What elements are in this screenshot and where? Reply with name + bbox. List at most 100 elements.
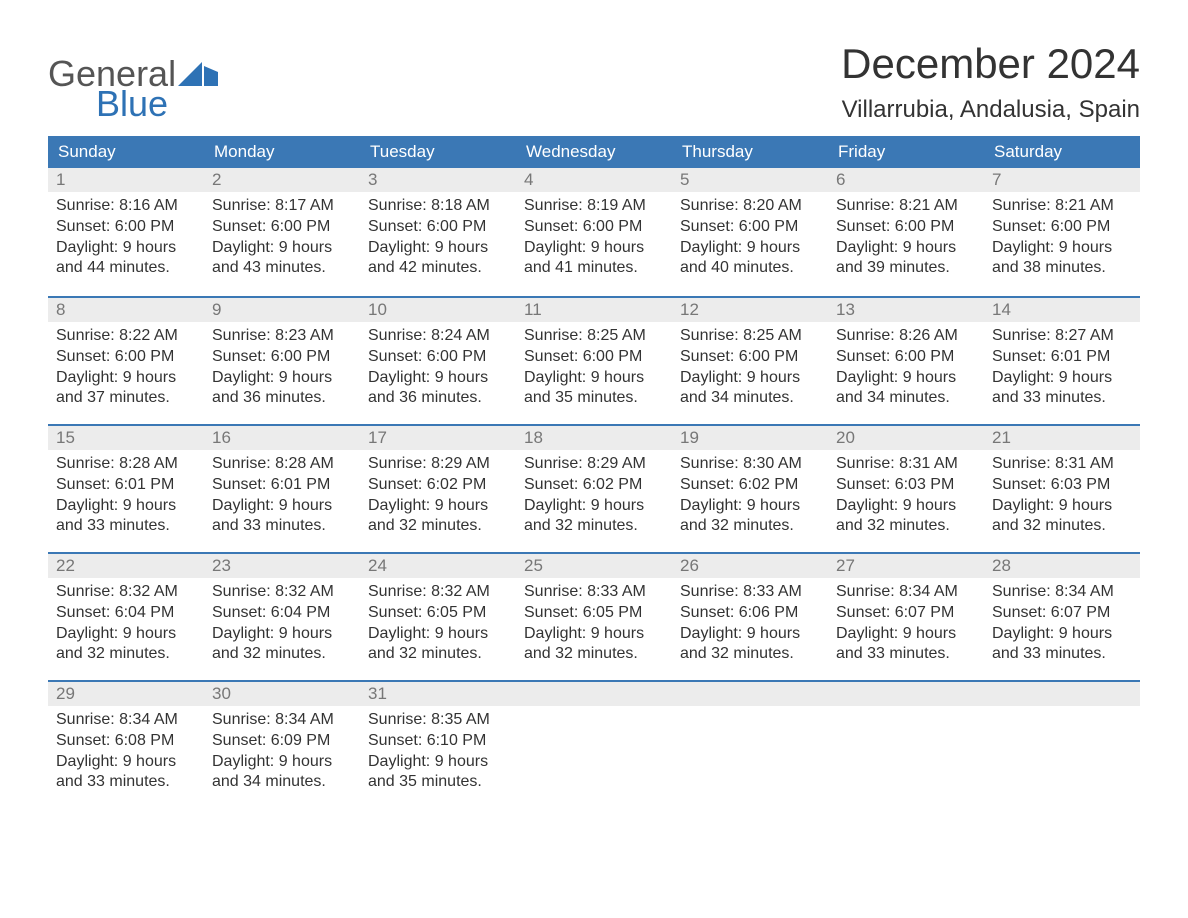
day-sunrise: Sunrise: 8:30 AM: [680, 454, 820, 475]
day-d1: Daylight: 9 hours: [368, 496, 508, 517]
day-cell: 24Sunrise: 8:32 AMSunset: 6:05 PMDayligh…: [360, 554, 516, 680]
day-body: Sunrise: 8:31 AMSunset: 6:03 PMDaylight:…: [828, 450, 984, 547]
day-sunrise: Sunrise: 8:29 AM: [524, 454, 664, 475]
day-cell: .: [984, 682, 1140, 808]
day-number: 10: [360, 298, 516, 322]
day-d2: and 32 minutes.: [680, 516, 820, 537]
day-d2: and 33 minutes.: [56, 772, 196, 793]
day-sunset: Sunset: 6:05 PM: [524, 603, 664, 624]
day-number: 20: [828, 426, 984, 450]
day-d1: Daylight: 9 hours: [836, 238, 976, 259]
day-sunrise: Sunrise: 8:25 AM: [524, 326, 664, 347]
day-d2: and 33 minutes.: [992, 644, 1132, 665]
day-sunrise: Sunrise: 8:18 AM: [368, 196, 508, 217]
day-d2: and 38 minutes.: [992, 258, 1132, 279]
weekday-header: Tuesday: [360, 136, 516, 168]
day-body: Sunrise: 8:34 AMSunset: 6:07 PMDaylight:…: [828, 578, 984, 675]
day-sunset: Sunset: 6:00 PM: [836, 217, 976, 238]
day-d1: Daylight: 9 hours: [836, 624, 976, 645]
day-sunset: Sunset: 6:03 PM: [836, 475, 976, 496]
header: General Blue December 2024 Villarrubia, …: [48, 40, 1140, 124]
day-body: Sunrise: 8:35 AMSunset: 6:10 PMDaylight:…: [360, 706, 516, 803]
day-body: Sunrise: 8:32 AMSunset: 6:05 PMDaylight:…: [360, 578, 516, 675]
day-cell: 7Sunrise: 8:21 AMSunset: 6:00 PMDaylight…: [984, 168, 1140, 296]
day-body: Sunrise: 8:33 AMSunset: 6:05 PMDaylight:…: [516, 578, 672, 675]
day-number: 9: [204, 298, 360, 322]
day-sunset: Sunset: 6:05 PM: [368, 603, 508, 624]
day-d1: Daylight: 9 hours: [992, 368, 1132, 389]
day-body: Sunrise: 8:29 AMSunset: 6:02 PMDaylight:…: [516, 450, 672, 547]
day-cell: 10Sunrise: 8:24 AMSunset: 6:00 PMDayligh…: [360, 298, 516, 424]
day-sunset: Sunset: 6:00 PM: [836, 347, 976, 368]
week-row: 29Sunrise: 8:34 AMSunset: 6:08 PMDayligh…: [48, 680, 1140, 808]
day-body: Sunrise: 8:32 AMSunset: 6:04 PMDaylight:…: [48, 578, 204, 675]
day-sunrise: Sunrise: 8:28 AM: [56, 454, 196, 475]
day-sunrise: Sunrise: 8:34 AM: [212, 710, 352, 731]
day-d1: Daylight: 9 hours: [992, 624, 1132, 645]
weekday-header-row: SundayMondayTuesdayWednesdayThursdayFrid…: [48, 136, 1140, 168]
day-d2: and 32 minutes.: [368, 644, 508, 665]
day-sunrise: Sunrise: 8:19 AM: [524, 196, 664, 217]
day-sunset: Sunset: 6:02 PM: [524, 475, 664, 496]
day-number: 18: [516, 426, 672, 450]
day-cell: 4Sunrise: 8:19 AMSunset: 6:00 PMDaylight…: [516, 168, 672, 296]
day-cell: 20Sunrise: 8:31 AMSunset: 6:03 PMDayligh…: [828, 426, 984, 552]
day-sunrise: Sunrise: 8:23 AM: [212, 326, 352, 347]
day-d2: and 32 minutes.: [524, 516, 664, 537]
day-sunrise: Sunrise: 8:20 AM: [680, 196, 820, 217]
day-d2: and 36 minutes.: [212, 388, 352, 409]
weekday-header: Sunday: [48, 136, 204, 168]
day-number: 6: [828, 168, 984, 192]
day-sunset: Sunset: 6:00 PM: [524, 347, 664, 368]
day-sunrise: Sunrise: 8:31 AM: [992, 454, 1132, 475]
day-d2: and 33 minutes.: [56, 516, 196, 537]
day-sunrise: Sunrise: 8:16 AM: [56, 196, 196, 217]
day-body: Sunrise: 8:26 AMSunset: 6:00 PMDaylight:…: [828, 322, 984, 419]
day-d1: Daylight: 9 hours: [56, 238, 196, 259]
day-cell: 30Sunrise: 8:34 AMSunset: 6:09 PMDayligh…: [204, 682, 360, 808]
day-d1: Daylight: 9 hours: [212, 368, 352, 389]
day-sunset: Sunset: 6:00 PM: [212, 217, 352, 238]
day-sunrise: Sunrise: 8:27 AM: [992, 326, 1132, 347]
day-sunrise: Sunrise: 8:22 AM: [56, 326, 196, 347]
day-d1: Daylight: 9 hours: [836, 368, 976, 389]
day-body: Sunrise: 8:19 AMSunset: 6:00 PMDaylight:…: [516, 192, 672, 289]
day-body: Sunrise: 8:22 AMSunset: 6:00 PMDaylight:…: [48, 322, 204, 419]
day-cell: 5Sunrise: 8:20 AMSunset: 6:00 PMDaylight…: [672, 168, 828, 296]
day-sunset: Sunset: 6:00 PM: [680, 217, 820, 238]
day-number: 14: [984, 298, 1140, 322]
day-body: Sunrise: 8:29 AMSunset: 6:02 PMDaylight:…: [360, 450, 516, 547]
day-d2: and 33 minutes.: [836, 644, 976, 665]
day-body: Sunrise: 8:34 AMSunset: 6:07 PMDaylight:…: [984, 578, 1140, 675]
day-d1: Daylight: 9 hours: [212, 496, 352, 517]
day-sunset: Sunset: 6:00 PM: [524, 217, 664, 238]
day-body: Sunrise: 8:31 AMSunset: 6:03 PMDaylight:…: [984, 450, 1140, 547]
day-sunrise: Sunrise: 8:34 AM: [836, 582, 976, 603]
logo-flag-icon: [178, 58, 218, 86]
day-number: .: [672, 682, 828, 706]
day-sunset: Sunset: 6:00 PM: [212, 347, 352, 368]
day-d1: Daylight: 9 hours: [212, 624, 352, 645]
day-sunset: Sunset: 6:02 PM: [680, 475, 820, 496]
day-cell: 22Sunrise: 8:32 AMSunset: 6:04 PMDayligh…: [48, 554, 204, 680]
day-sunrise: Sunrise: 8:29 AM: [368, 454, 508, 475]
day-d2: and 32 minutes.: [836, 516, 976, 537]
day-d1: Daylight: 9 hours: [680, 624, 820, 645]
day-sunset: Sunset: 6:09 PM: [212, 731, 352, 752]
logo: General Blue: [48, 56, 218, 122]
day-number: 2: [204, 168, 360, 192]
day-number: 21: [984, 426, 1140, 450]
day-number: 17: [360, 426, 516, 450]
day-body: Sunrise: 8:25 AMSunset: 6:00 PMDaylight:…: [672, 322, 828, 419]
day-sunrise: Sunrise: 8:31 AM: [836, 454, 976, 475]
month-title: December 2024: [841, 40, 1140, 88]
day-d1: Daylight: 9 hours: [212, 238, 352, 259]
day-cell: 31Sunrise: 8:35 AMSunset: 6:10 PMDayligh…: [360, 682, 516, 808]
day-sunrise: Sunrise: 8:34 AM: [992, 582, 1132, 603]
day-sunrise: Sunrise: 8:21 AM: [992, 196, 1132, 217]
day-number: 26: [672, 554, 828, 578]
day-body: Sunrise: 8:34 AMSunset: 6:09 PMDaylight:…: [204, 706, 360, 803]
day-d1: Daylight: 9 hours: [992, 238, 1132, 259]
day-sunrise: Sunrise: 8:32 AM: [56, 582, 196, 603]
day-sunset: Sunset: 6:00 PM: [992, 217, 1132, 238]
